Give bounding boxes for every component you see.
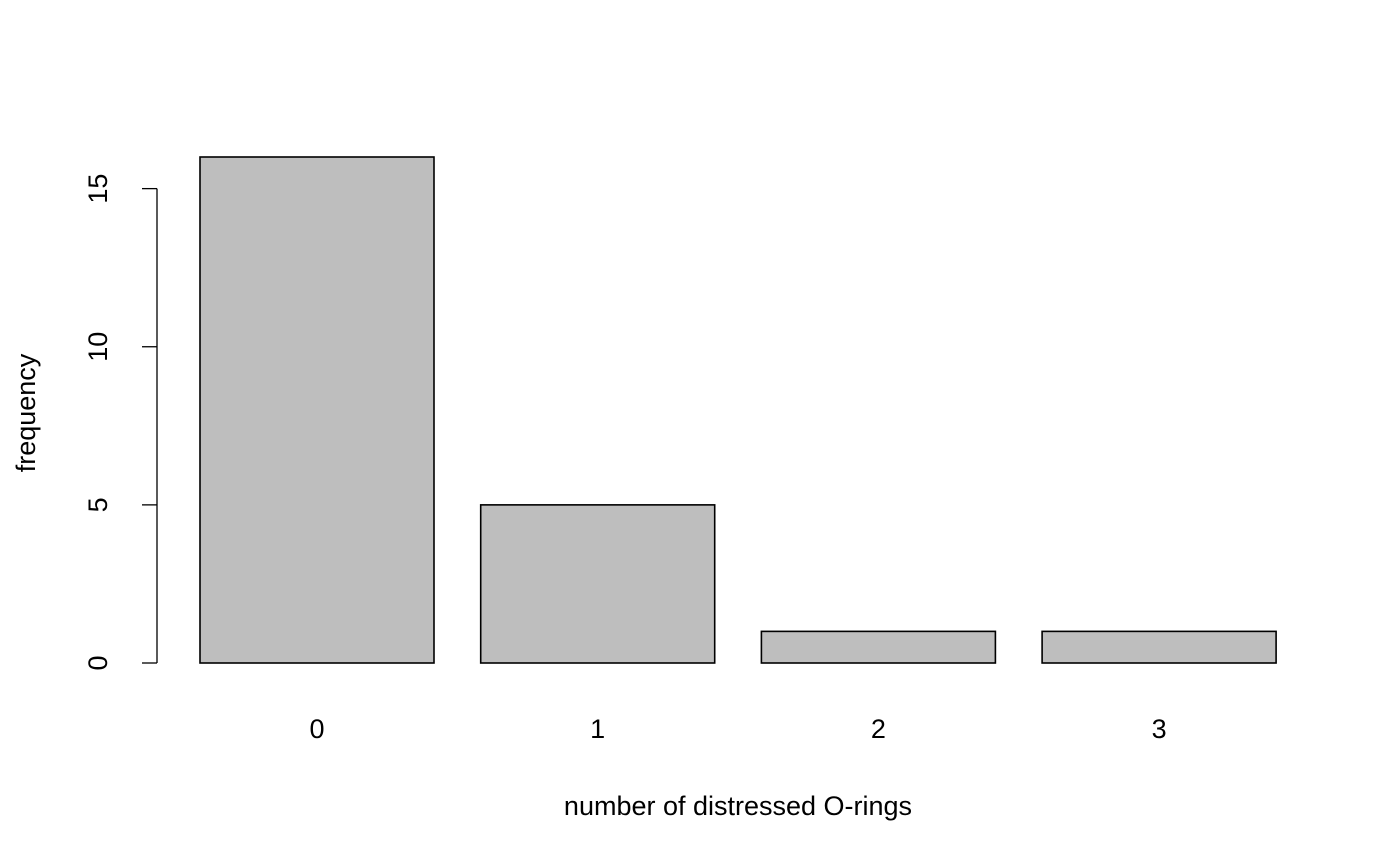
y-tick-label: 15 — [83, 174, 113, 204]
bar-1 — [479, 504, 716, 664]
x-tick-label: 2 — [871, 714, 886, 744]
bar-2 — [760, 630, 997, 664]
x-axis-title: number of distressed O-rings — [564, 791, 912, 821]
x-tick-label: 1 — [590, 714, 605, 744]
y-axis-title: frequency — [11, 353, 41, 472]
x-tick-label: 0 — [309, 714, 324, 744]
y-tick-label: 0 — [83, 655, 113, 670]
y-tick-label: 5 — [83, 497, 113, 512]
bar-0 — [199, 156, 435, 664]
bars-group — [199, 156, 1277, 664]
x-axis-labels: 0 1 2 3 — [309, 714, 1166, 744]
bar-3 — [1041, 630, 1277, 664]
x-tick-label: 3 — [1152, 714, 1167, 744]
y-axis: 0 5 10 15 — [83, 174, 158, 671]
y-tick-label: 10 — [83, 332, 113, 362]
